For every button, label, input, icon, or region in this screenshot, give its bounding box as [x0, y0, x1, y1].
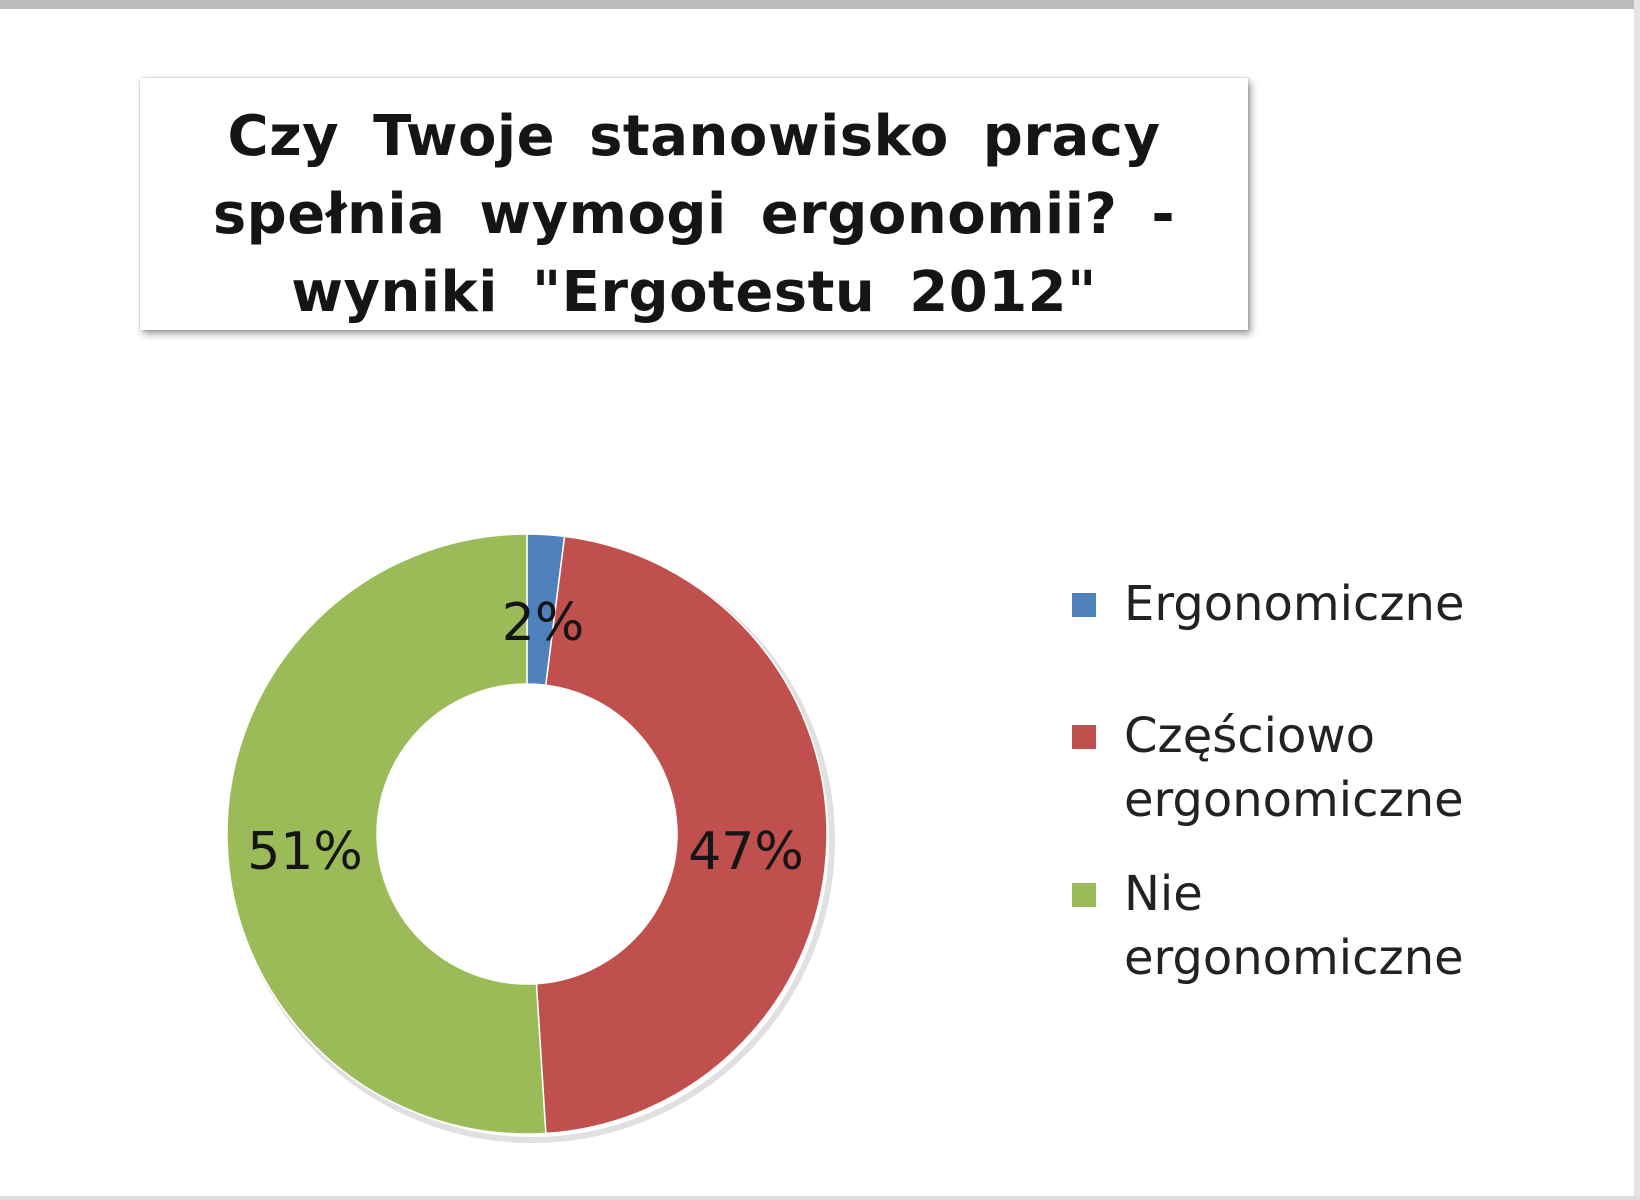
legend-label: ergonomiczne	[1124, 930, 1464, 986]
chart-title: Czy Twoje stanowisko pracy spełnia wymog…	[212, 104, 1176, 325]
legend-label: ergonomiczne	[1124, 772, 1464, 828]
data-label-ergonomiczne: 2%	[502, 593, 585, 653]
legend-swatch	[1072, 725, 1096, 749]
slice-czesciowo-ergonomiczne	[535, 535, 828, 1135]
chart-legend: Ergonomiczne Częściowo ergonomiczne Nie ergo…	[1072, 572, 1532, 990]
legend-item-nie-ergonomiczne: Nie ergonomiczne	[1072, 862, 1532, 990]
frame-right-border	[1634, 0, 1640, 1200]
data-label-czesciowo-ergonomiczne: 47%	[688, 822, 804, 882]
legend-item-czesciowo-ergonomiczne: Częściowo ergonomiczne	[1072, 704, 1532, 832]
legend-swatch	[1072, 593, 1096, 617]
frame-top-border	[0, 0, 1640, 9]
legend-label: Ergonomiczne	[1124, 576, 1465, 632]
legend-swatch	[1072, 883, 1096, 907]
slice-nie-ergonomiczne	[226, 533, 547, 1135]
frame-bottom-border	[0, 1196, 1640, 1200]
legend-label: Nie	[1124, 866, 1203, 922]
data-label-nie-ergonomiczne: 51%	[247, 822, 363, 882]
legend-item-ergonomiczne: Ergonomiczne	[1072, 572, 1532, 636]
legend-label: Częściowo	[1124, 708, 1375, 764]
chart-title-box: Czy Twoje stanowisko pracy spełnia wymog…	[140, 78, 1248, 330]
